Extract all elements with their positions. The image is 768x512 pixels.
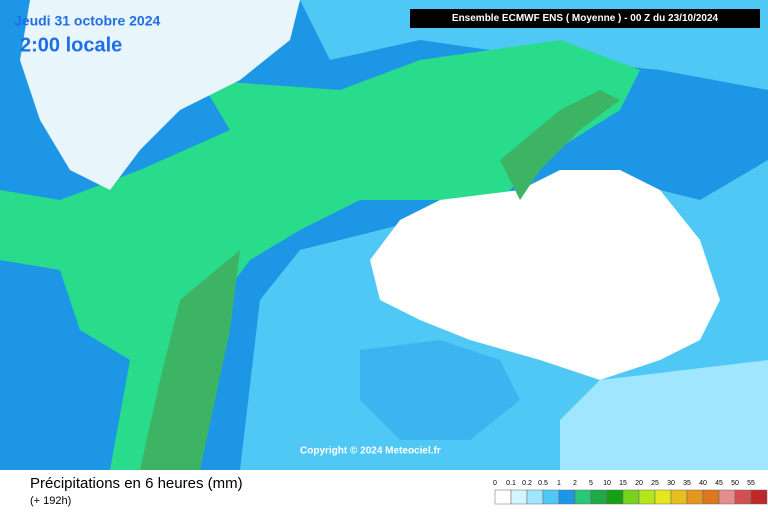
legend-swatch bbox=[638, 489, 656, 505]
norway bbox=[500, 90, 620, 200]
legend-label: 15 bbox=[619, 480, 627, 487]
legend-label: 2 bbox=[573, 480, 577, 487]
header-box bbox=[410, 9, 760, 28]
legend-swatch bbox=[734, 489, 752, 505]
footer-subtitle: (+ 192h) bbox=[30, 495, 71, 507]
legend-label: 5 bbox=[589, 480, 593, 487]
legend-swatch bbox=[590, 489, 608, 505]
copyright: Copyright © 2024 Meteociel.fr bbox=[300, 446, 441, 457]
legend-swatch bbox=[494, 489, 512, 505]
legend-label: 40 bbox=[699, 480, 707, 487]
legend-label: 0 bbox=[493, 480, 497, 487]
legend-swatch bbox=[542, 489, 560, 505]
legend-swatch bbox=[702, 489, 720, 505]
model-label: Ensemble ECMWF ENS ( Moyenne ) - 00 Z du… bbox=[452, 13, 719, 24]
legend-swatch bbox=[558, 489, 576, 505]
legend-swatch bbox=[686, 489, 704, 505]
time-label: 2:00 locale bbox=[20, 34, 122, 56]
precip-zone bbox=[140, 250, 240, 470]
footer-title: Précipitations en 6 heures (mm) bbox=[30, 475, 243, 492]
greenland bbox=[20, 0, 300, 190]
legend-swatch bbox=[574, 489, 592, 505]
legend-label: 0.5 bbox=[538, 480, 548, 487]
legend-swatch bbox=[606, 489, 624, 505]
legend-label: 1 bbox=[557, 480, 561, 487]
legend-swatch bbox=[750, 489, 768, 505]
legend-swatch bbox=[654, 489, 672, 505]
legend-swatch bbox=[510, 489, 528, 505]
legend-swatch bbox=[670, 489, 688, 505]
precip-zone bbox=[0, 40, 640, 470]
legend-label: 0.2 bbox=[522, 480, 532, 487]
legend-label: 35 bbox=[683, 480, 691, 487]
legend-swatch bbox=[622, 489, 640, 505]
legend-label: 50 bbox=[731, 480, 739, 487]
precip-zone bbox=[360, 340, 520, 440]
legend-label: 0.1 bbox=[506, 480, 516, 487]
legend-label: 45 bbox=[715, 480, 723, 487]
legend: 0 0.1 0.2 0.5 1 2 5 10 15 20 25 30 35 40 45 50 55 bbox=[493, 480, 768, 505]
date-label: Jeudi 31 octobre 2024 bbox=[14, 13, 161, 29]
legend-swatch bbox=[526, 489, 544, 505]
legend-swatch bbox=[718, 489, 736, 505]
legend-label: 10 bbox=[603, 480, 611, 487]
precip-zone bbox=[560, 360, 768, 470]
legend-label: 55 bbox=[747, 480, 755, 487]
legend-label: 30 bbox=[667, 480, 675, 487]
legend-label: 25 bbox=[651, 480, 659, 487]
legend-label: 20 bbox=[635, 480, 643, 487]
dry-zone bbox=[370, 170, 720, 380]
